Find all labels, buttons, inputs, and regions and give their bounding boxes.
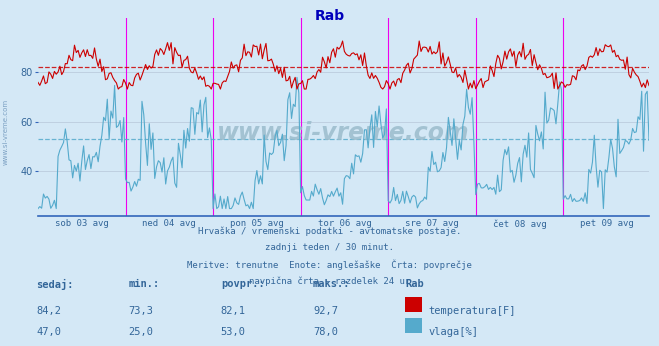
Text: 92,7: 92,7 (313, 306, 338, 316)
Text: Rab: Rab (405, 279, 424, 289)
Text: 73,3: 73,3 (129, 306, 154, 316)
Text: zadnji teden / 30 minut.: zadnji teden / 30 minut. (265, 243, 394, 252)
Text: čet 08 avg: čet 08 avg (493, 219, 546, 229)
Text: 78,0: 78,0 (313, 327, 338, 337)
Text: Meritve: trenutne  Enote: anglešaške  Črta: povprečje: Meritve: trenutne Enote: anglešaške Črta… (187, 260, 472, 270)
Text: 82,1: 82,1 (221, 306, 246, 316)
Text: min.:: min.: (129, 279, 159, 289)
Text: sre 07 avg: sre 07 avg (405, 219, 459, 228)
Text: Hrvaška / vremenski podatki - avtomatske postaje.: Hrvaška / vremenski podatki - avtomatske… (198, 226, 461, 236)
Text: pet 09 avg: pet 09 avg (580, 219, 634, 228)
Text: 25,0: 25,0 (129, 327, 154, 337)
Text: maks.:: maks.: (313, 279, 351, 289)
Text: temperatura[F]: temperatura[F] (428, 306, 516, 316)
Text: www.si-vreme.com: www.si-vreme.com (217, 121, 470, 145)
Text: 84,2: 84,2 (36, 306, 61, 316)
Text: vlaga[%]: vlaga[%] (428, 327, 478, 337)
Text: navpična črta - razdelek 24 ur: navpična črta - razdelek 24 ur (249, 276, 410, 286)
Text: 53,0: 53,0 (221, 327, 246, 337)
Text: pon 05 avg: pon 05 avg (230, 219, 284, 228)
Text: 47,0: 47,0 (36, 327, 61, 337)
Text: Rab: Rab (314, 9, 345, 22)
Text: ned 04 avg: ned 04 avg (142, 219, 196, 228)
Text: www.si-vreme.com: www.si-vreme.com (2, 98, 9, 165)
Text: sob 03 avg: sob 03 avg (55, 219, 109, 228)
Text: tor 06 avg: tor 06 avg (318, 219, 371, 228)
Text: sedaj:: sedaj: (36, 279, 74, 290)
Text: povpr.:: povpr.: (221, 279, 264, 289)
